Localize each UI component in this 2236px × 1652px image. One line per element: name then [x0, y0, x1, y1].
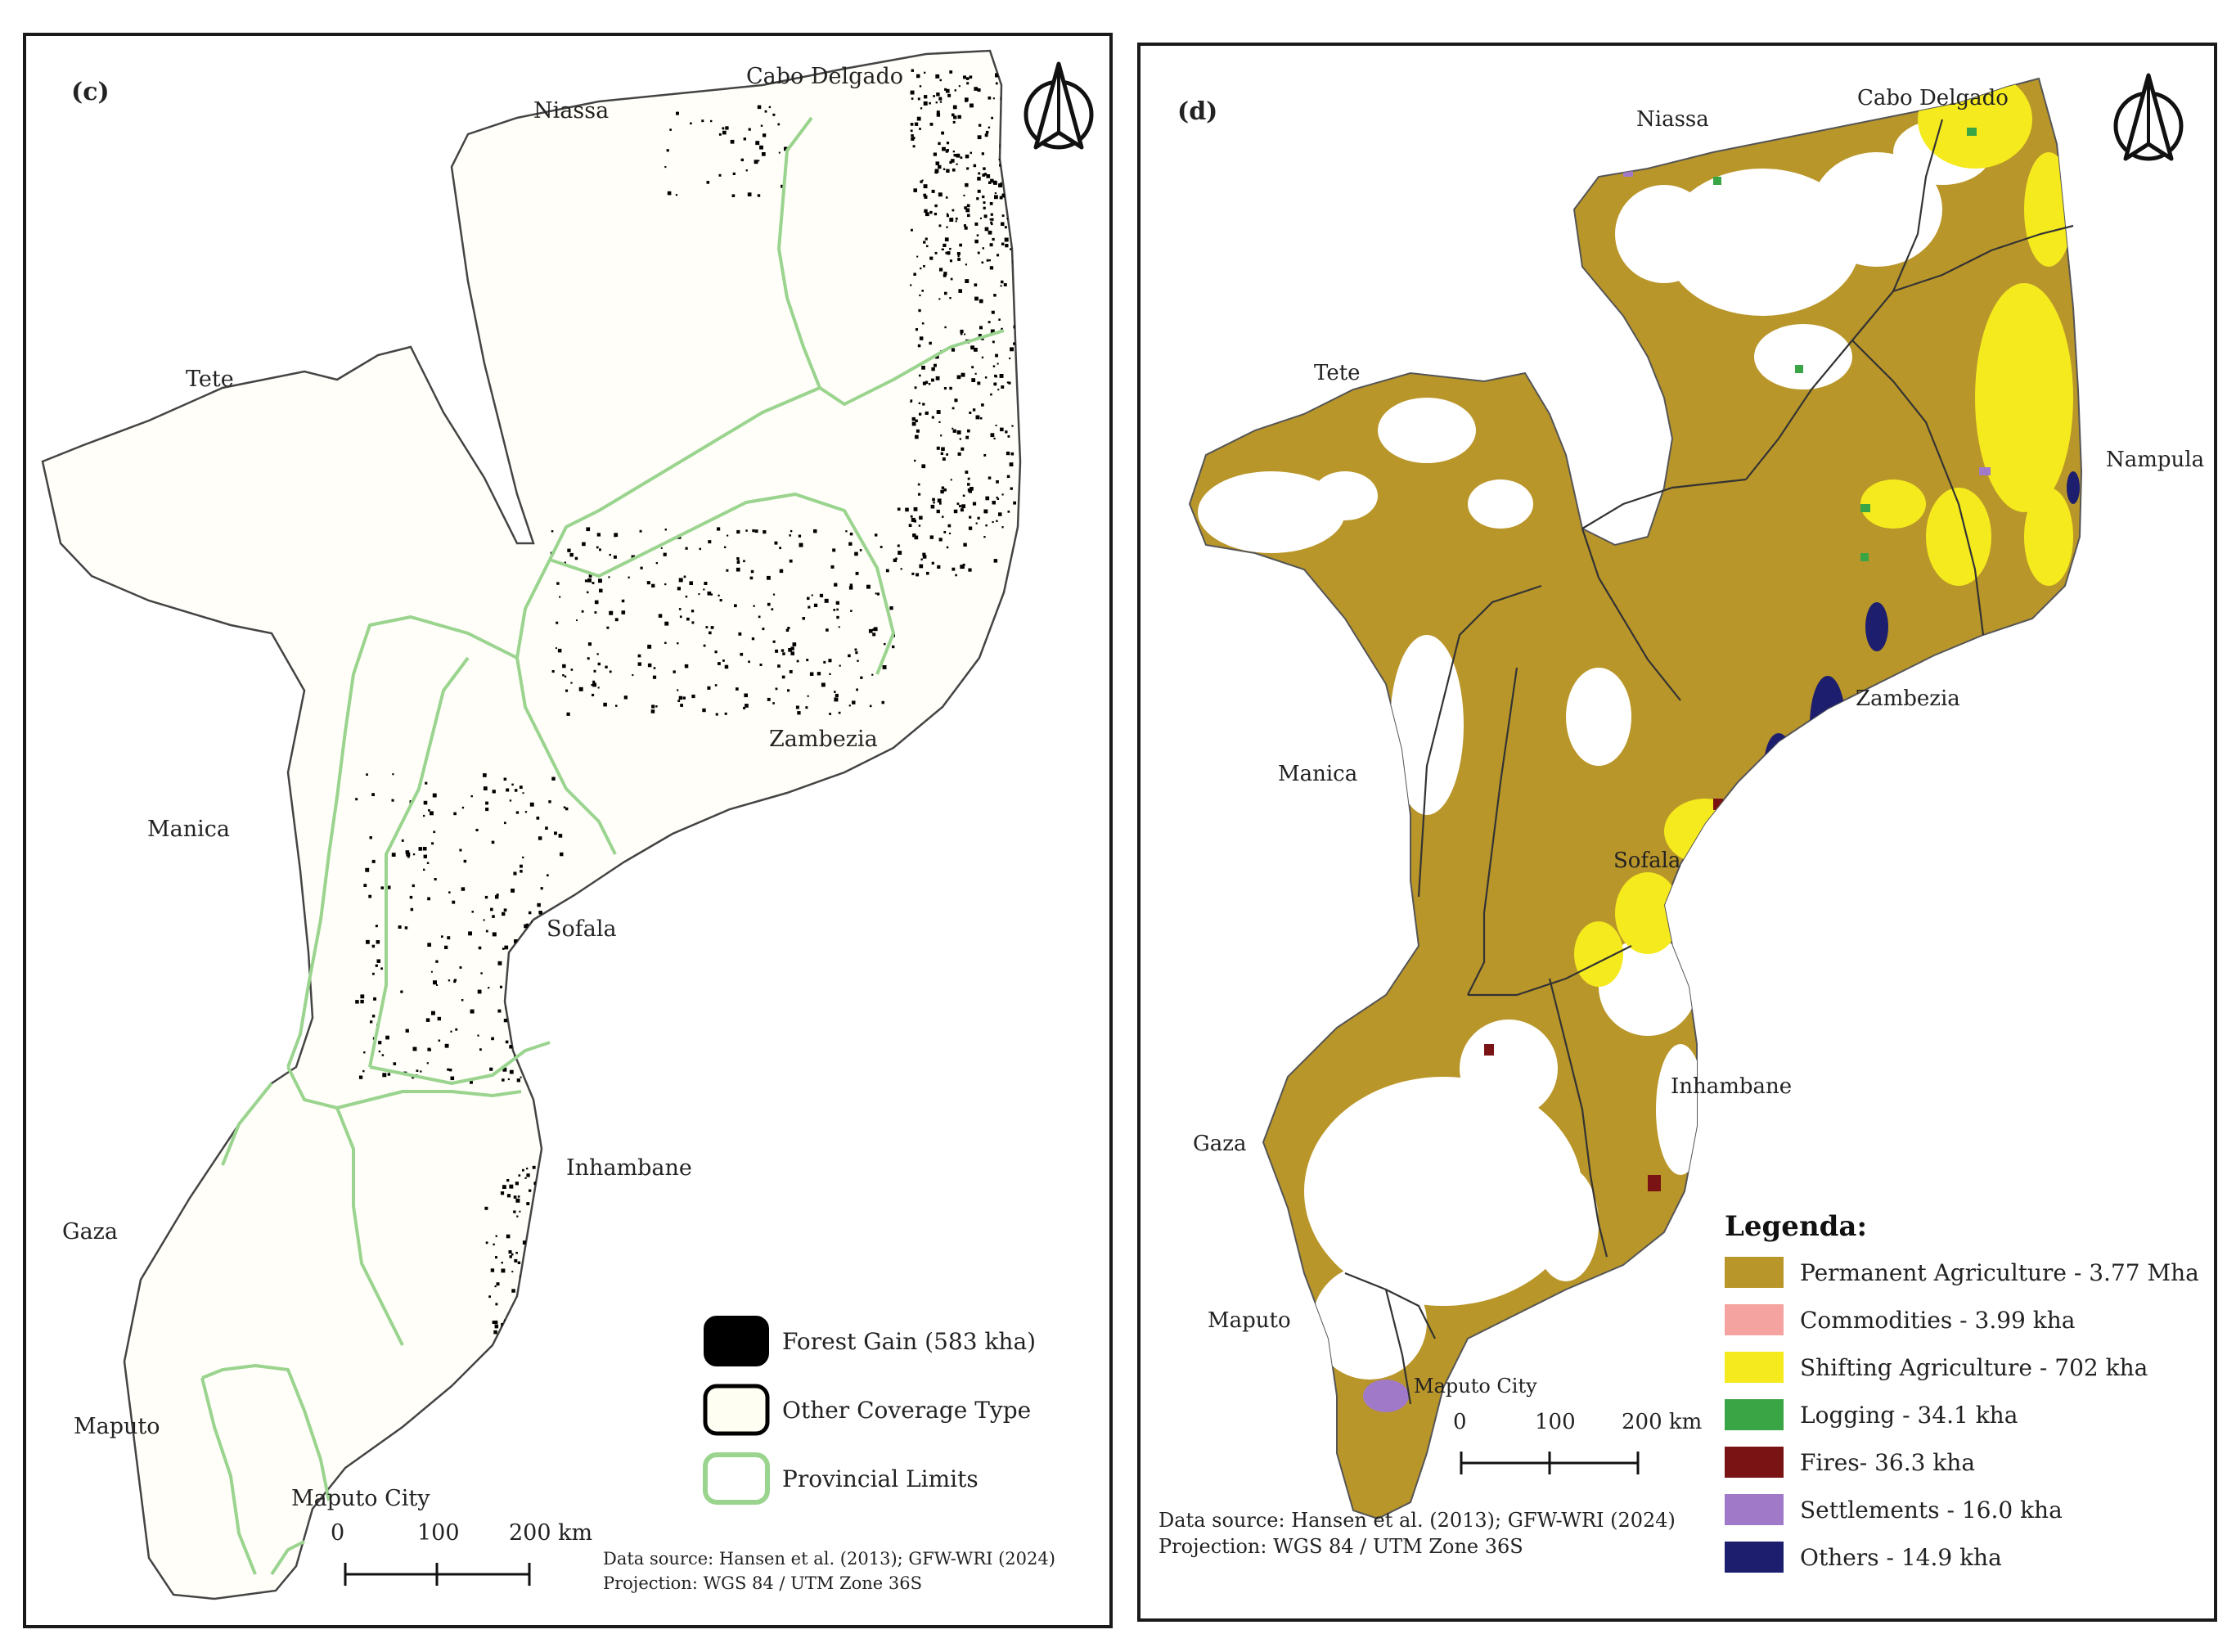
- legend-swatch: [1725, 1447, 1784, 1478]
- province-label: Manica: [1278, 762, 1357, 786]
- province-label: Zambezia: [1856, 686, 1960, 711]
- legend-swatch: [704, 1316, 769, 1366]
- no-loss-areas: [1198, 119, 1991, 1380]
- province-label: Niassa: [1636, 107, 1709, 132]
- province-label: Inhambane: [566, 1155, 692, 1181]
- legend-label: Others - 14.9 kha: [1800, 1544, 2002, 1571]
- country-outline-c: [41, 49, 1022, 1600]
- legend-label: Other Coverage Type: [782, 1397, 1031, 1424]
- province-label: Tete: [186, 367, 234, 392]
- panel-label: (c): [71, 78, 110, 106]
- legend-title: Legenda:: [1725, 1210, 1867, 1243]
- legend-swatch: [1725, 1542, 1784, 1573]
- legend-label: Logging - 34.1 kha: [1800, 1402, 2018, 1429]
- scale-tick-label: 0: [331, 1520, 344, 1546]
- logging-areas: [1713, 128, 1977, 561]
- province-label: Inhambane: [1671, 1074, 1792, 1099]
- projection-note: Projection: WGS 84 / UTM Zone 36S: [603, 1573, 922, 1593]
- legend-swatch: [1725, 1494, 1784, 1525]
- north-arrow-icon: [2113, 73, 2184, 161]
- legend-c: Forest Gain (583 kha) Other Coverage Typ…: [703, 1316, 1036, 1505]
- legend-label: Settlements - 16.0 kha: [1800, 1497, 2063, 1524]
- provincial-limits-d: [1344, 119, 2074, 1405]
- province-label: Cabo Delgado: [746, 64, 903, 89]
- legend-label: Permanent Agriculture - 3.77 Mha: [1800, 1259, 2199, 1286]
- province-label: Tete: [1314, 361, 1361, 385]
- province-label: Zambezia: [769, 727, 878, 752]
- legend-label: Shifting Agriculture - 702 kha: [1800, 1354, 2148, 1381]
- panel-label: (d): [1177, 97, 1217, 126]
- legend-label: Provincial Limits: [782, 1465, 979, 1492]
- scale-bar-c: 0 100 200 km: [331, 1520, 592, 1586]
- legend-label: Fires- 36.3 kha: [1800, 1449, 1975, 1476]
- province-label: Niassa: [533, 98, 609, 124]
- province-label: Maputo: [74, 1414, 160, 1439]
- province-label: Cabo Delgado: [1857, 86, 2009, 110]
- map-d-svg: Cabo Delgado Niassa Tete Nampula Zambezi…: [1158, 73, 2204, 1573]
- map-c-svg: Cabo Delgado Niassa Tete Manica Zambezia…: [41, 49, 1094, 1600]
- scale-tick-label: 0: [1453, 1410, 1467, 1434]
- scale-tick-label: 100: [1535, 1410, 1576, 1434]
- province-label: Sofala: [1613, 849, 1680, 873]
- legend-swatch: [703, 1452, 770, 1505]
- legend-label: Commodities - 3.99 kha: [1800, 1307, 2075, 1334]
- data-source: Data source: Hansen et al. (2013); GFW-W…: [1158, 1509, 1676, 1532]
- province-label: Gaza: [1193, 1132, 1246, 1156]
- province-label: Gaza: [62, 1219, 118, 1245]
- scale-tick-label: 100: [417, 1520, 460, 1546]
- legend-swatch: [1725, 1352, 1784, 1383]
- legend-swatch: [1725, 1304, 1784, 1335]
- legend-label: Forest Gain (583 kha): [782, 1328, 1036, 1355]
- legend-swatch: [1725, 1399, 1784, 1430]
- forest-gain-pixels: [355, 69, 1020, 1346]
- province-label: Maputo City: [1414, 1375, 1537, 1398]
- province-label: Sofala: [547, 916, 617, 942]
- projection-note: Projection: WGS 84 / UTM Zone 36S: [1158, 1535, 1523, 1558]
- legend-swatch: [703, 1384, 770, 1436]
- data-source: Data source: Hansen et al. (2013); GFW-W…: [603, 1549, 1055, 1569]
- land-use-layer: [1198, 79, 2080, 1412]
- province-label: Maputo City: [291, 1486, 430, 1511]
- scale-tick-label: 200 km: [509, 1520, 592, 1546]
- legend-d: Legenda: Permanent Agriculture - 3.77 Mh…: [1725, 1210, 2199, 1573]
- scale-bar-d: 0 100 200 km: [1453, 1410, 1702, 1474]
- provincial-limits-c: [200, 116, 1005, 1576]
- province-label: Maputo: [1208, 1308, 1291, 1333]
- map-panel-c: Cabo Delgado Niassa Tete Manica Zambezia…: [23, 33, 1113, 1628]
- scale-tick-label: 200 km: [1622, 1410, 1702, 1434]
- legend-swatch: [1725, 1257, 1784, 1288]
- province-label: Nampula: [2106, 448, 2204, 472]
- province-label: Manica: [147, 817, 230, 842]
- north-arrow-icon: [1024, 61, 1094, 150]
- map-panel-d: Cabo Delgado Niassa Tete Nampula Zambezi…: [1137, 43, 2217, 1622]
